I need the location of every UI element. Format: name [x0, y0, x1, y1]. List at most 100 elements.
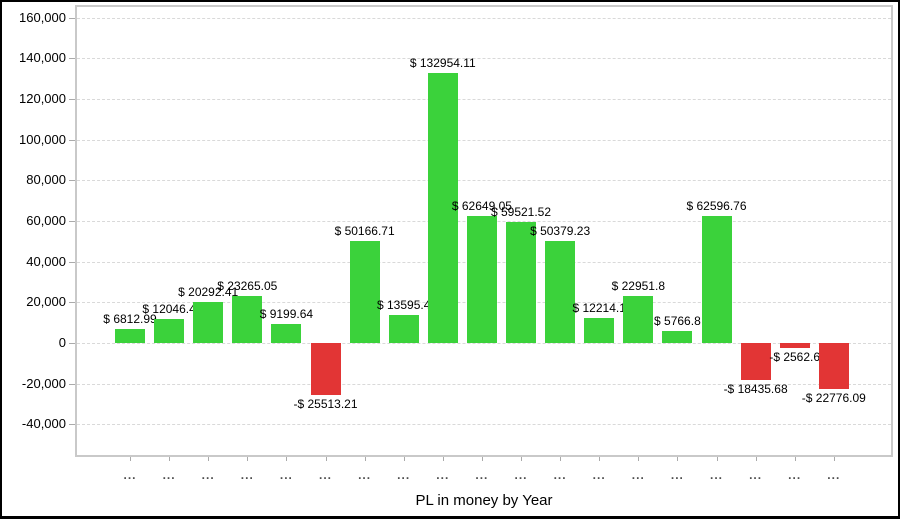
pl-bar: [740, 343, 771, 381]
bar-value-label: $ 12046.4: [142, 301, 196, 316]
y-axis-label: 0: [58, 335, 66, 350]
y-axis-tick: [69, 17, 75, 19]
pl-bar: [701, 215, 732, 343]
y-gridline: [77, 99, 891, 101]
x-axis-tick: [247, 457, 249, 461]
pl-bar: [779, 343, 810, 349]
pl-bar: [818, 343, 849, 390]
x-axis-label: ...: [279, 468, 293, 482]
x-axis-label: ...: [827, 468, 841, 482]
bar-value-label: $ 62596.76: [686, 198, 747, 213]
x-axis-tick: [755, 457, 757, 461]
bar-value-label: $ 23265.05: [217, 278, 278, 293]
x-axis-tick: [364, 457, 366, 461]
pl-bar: [349, 241, 380, 343]
x-axis-tick: [521, 457, 522, 461]
x-axis-label: ...: [318, 468, 333, 482]
y-axis-tick: [69, 58, 75, 60]
y-axis-label: 20,000: [26, 294, 66, 310]
x-axis-tick: [716, 457, 718, 461]
y-axis-label: -40,000: [21, 416, 66, 432]
bar-value-label: $ 59521.52: [490, 205, 552, 219]
pl-bar: [662, 331, 693, 343]
x-axis-label: ...: [670, 468, 684, 482]
y-gridline: [77, 58, 891, 60]
bar-value-label: $ 6812.99: [103, 312, 157, 327]
bar-value-label: $ 50166.71: [334, 224, 395, 239]
y-axis-tick: [69, 139, 75, 141]
pl-bar: [271, 324, 302, 343]
pl-bar: [466, 215, 497, 343]
x-axis-tick: [833, 457, 835, 461]
x-axis-label: ...: [788, 468, 802, 482]
bar-value-label: -$ 18435.68: [723, 382, 788, 397]
x-axis-label: ...: [397, 468, 411, 482]
plot-area: $ 6812.99 $ 12046.4 $ 20292.41 $ 23265.05 $ …: [75, 5, 893, 457]
x-axis-tick: [599, 457, 601, 461]
bar-value-label: -$ 25513.21: [293, 396, 358, 411]
y-axis-tick: [69, 221, 75, 223]
y-axis-tick: [69, 180, 75, 182]
pl-bar: [232, 295, 263, 343]
x-axis-tick: [169, 457, 171, 461]
y-axis-tick: [69, 343, 75, 344]
x-axis-tick: [481, 457, 483, 461]
y-axis-label: -20,000: [21, 375, 66, 391]
y-axis-tick: [69, 383, 75, 385]
y-gridline: [77, 383, 891, 385]
y-gridline: [77, 17, 891, 19]
y-axis-tick: [69, 261, 75, 263]
y-axis-tick: [69, 424, 75, 426]
pl-bar: [506, 222, 536, 343]
pl-bar: [623, 296, 654, 343]
x-axis-label: ...: [162, 468, 176, 482]
x-axis-tick: [325, 457, 327, 461]
bar-value-label: -$ 22776.09: [801, 391, 866, 406]
y-axis-tick: [69, 99, 75, 101]
x-axis-tick: [403, 457, 405, 461]
y-gridline: [77, 180, 891, 182]
y-gridline: [77, 139, 891, 141]
bar-value-label: $ 50379.23: [530, 223, 591, 238]
bar-value-label: $ 5766.8: [654, 314, 701, 329]
pl-bar: [193, 301, 224, 343]
x-axis-label: ...: [514, 468, 528, 482]
x-axis-label: ...: [201, 468, 215, 482]
y-axis-label: 100,000: [19, 131, 66, 147]
pl-bar: [545, 240, 576, 343]
y-axis-label: 60,000: [26, 213, 66, 229]
pl-bar: [584, 318, 615, 343]
x-axis-tick: [794, 457, 796, 461]
bar-value-label: -$ 2562.6: [769, 350, 821, 365]
bar-value-label: $ 12214.1: [572, 301, 626, 316]
x-axis-tick: [208, 457, 210, 461]
bar-value-label: $ 132954.11: [409, 55, 476, 70]
x-axis-label: ...: [709, 468, 724, 482]
x-axis-label: ...: [436, 468, 450, 482]
bar-value-label: $ 13595.4: [376, 298, 431, 313]
x-axis-label: ...: [240, 468, 254, 482]
bar-value-label: $ 9199.64: [259, 307, 314, 322]
x-axis-title: PL in money by Year: [415, 492, 553, 509]
y-axis-tick: [69, 302, 75, 304]
pl-bar: [388, 315, 419, 343]
pl-bar: [115, 329, 145, 343]
y-gridline: [77, 343, 891, 344]
x-axis-label: ...: [631, 468, 645, 482]
x-axis-label: ...: [749, 468, 763, 482]
y-axis-label: 80,000: [26, 172, 66, 188]
x-axis-tick: [560, 457, 562, 461]
x-axis-label: ...: [123, 468, 137, 482]
x-axis-label: ...: [358, 468, 372, 482]
x-axis-label: ...: [553, 468, 567, 482]
y-gridline: [77, 424, 891, 426]
bar-value-label: $ 20292.41: [178, 284, 239, 299]
bar-value-label: $ 22951.8: [611, 279, 665, 294]
x-axis-tick: [638, 457, 640, 461]
pl-bar: [427, 72, 458, 343]
bar-value-label: $ 62649.05: [451, 198, 512, 213]
y-axis-label: 140,000: [19, 50, 66, 66]
pl-bar: [310, 343, 341, 395]
pl-bar: [154, 318, 185, 343]
